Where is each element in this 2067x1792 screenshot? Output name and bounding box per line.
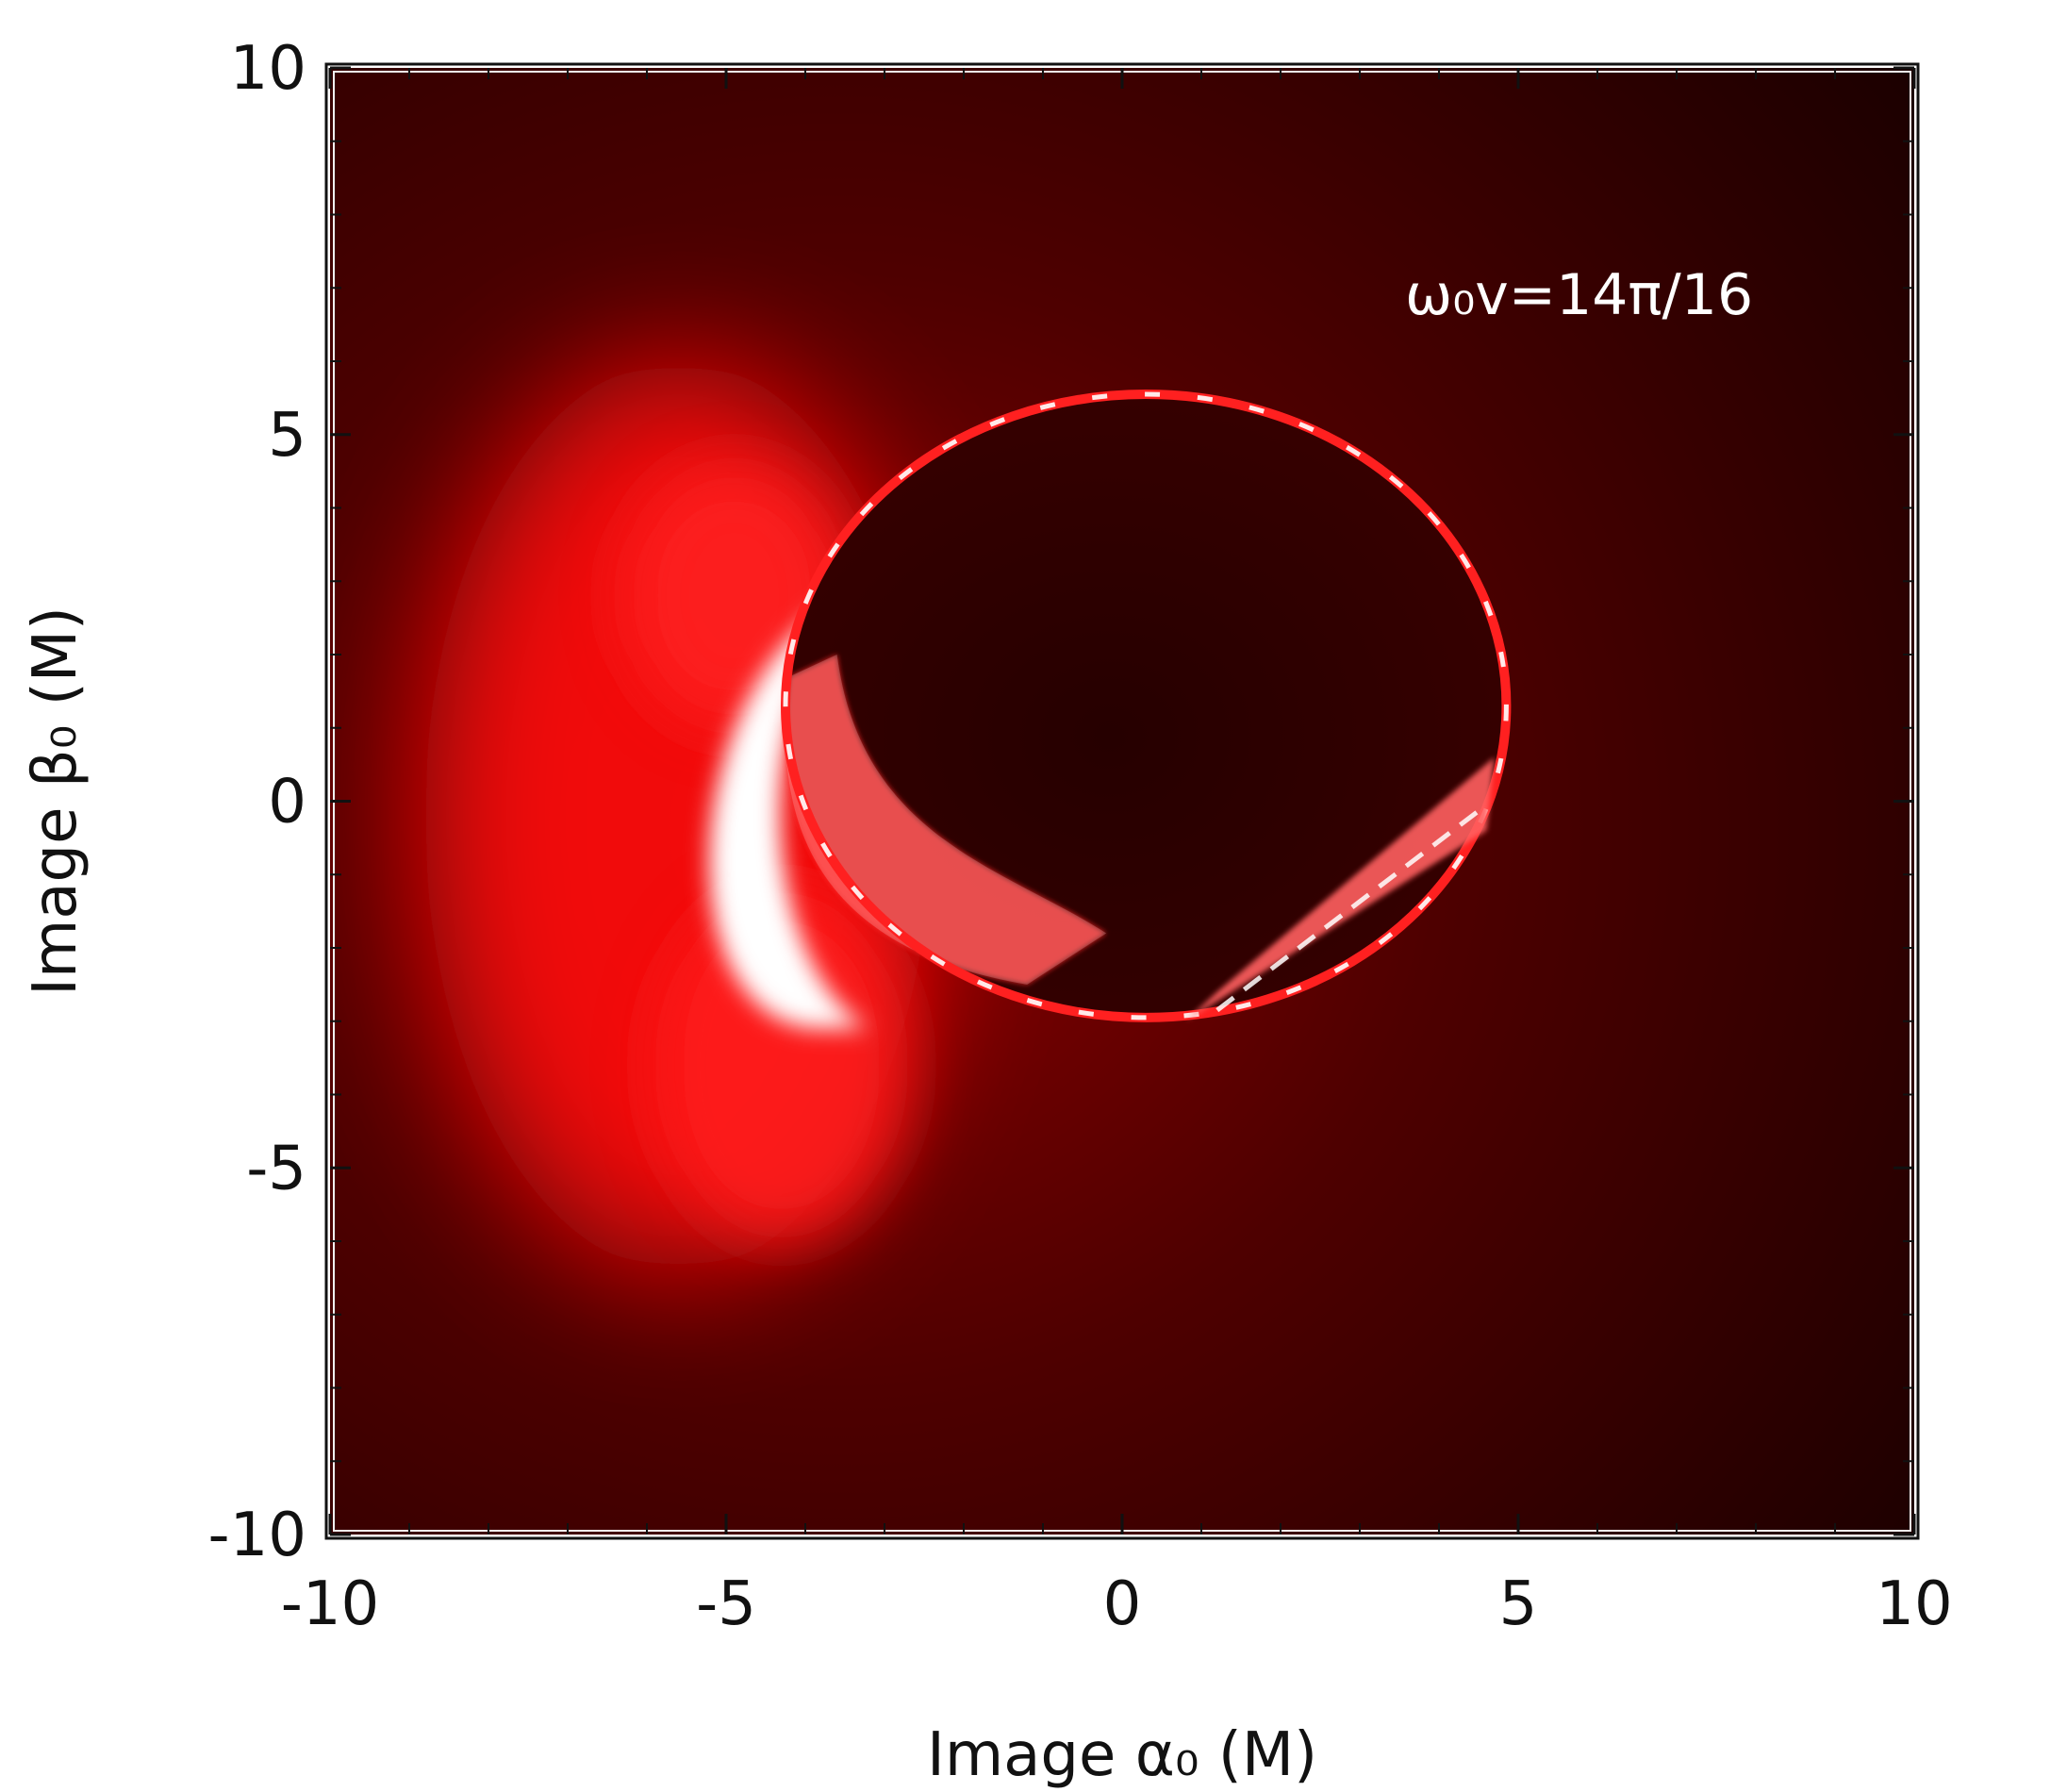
photon-ring-speckle [783,391,1509,1020]
x-tick-label: -5 [696,1569,756,1639]
x-axis-ticks: -10 -5 0 5 10 [281,68,1953,1639]
frame-outer [324,62,1920,1540]
y-tick-label: 5 [268,401,306,471]
plot-area [330,68,1914,1535]
lower-glow [654,888,909,1241]
x-tick-label: 10 [1876,1569,1952,1639]
y-tick-label: 0 [268,768,306,838]
x-tick-label: -10 [281,1569,380,1639]
x-axis-label: Image α₀ (M) [927,1720,1317,1790]
x-tick-label: 5 [1499,1569,1538,1639]
bright-crescent [709,581,877,1029]
y-tick-label: 10 [230,34,306,104]
lower-right-band-highlight [1215,803,1488,1013]
y-tick-label: -5 [246,1134,306,1203]
lower-right-band [1185,756,1495,1021]
panel-annotation: ω₀v=14π/16 [1405,262,1753,328]
y-tick-label: -10 [207,1501,306,1570]
y-axis-ticks: -10 -5 0 5 10 [207,34,1914,1570]
x-tick-label: 0 [1103,1569,1142,1639]
y-axis-label: Image β₀ (M) [21,606,91,996]
